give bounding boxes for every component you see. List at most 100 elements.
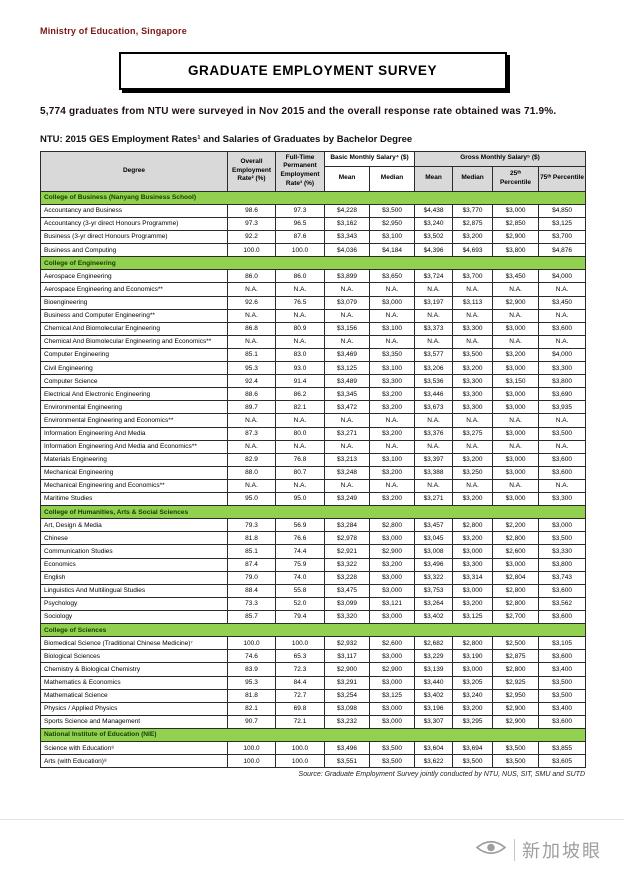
degree-cell: Economics bbox=[40, 557, 228, 572]
value-cell: $3,551 bbox=[324, 754, 370, 769]
value-cell: $4,000 bbox=[538, 347, 587, 363]
degree-cell: Business (3-yr direct Honours Programme) bbox=[40, 229, 228, 245]
value-cell: $4,438 bbox=[414, 203, 454, 218]
value-cell: $3,125 bbox=[538, 216, 587, 231]
col-header-25th-percentile: 25ᵗʰ Percentile bbox=[492, 165, 540, 192]
value-cell: $2,900 bbox=[492, 701, 540, 716]
value-cell: N.A. bbox=[452, 334, 494, 349]
table-row: Mechanical Engineering and Economics** N.… bbox=[40, 478, 587, 493]
value-cell: $2,800 bbox=[368, 518, 416, 533]
value-cell: 84.4 bbox=[275, 675, 325, 690]
degree-cell: Aerospace Engineering bbox=[40, 269, 228, 284]
degree-cell: Accountancy (3-yr direct Honours Program… bbox=[40, 216, 228, 231]
value-cell: N.A. bbox=[227, 334, 276, 349]
section-header-row: College of Engineering bbox=[39, 256, 587, 271]
value-cell: $3,322 bbox=[414, 570, 454, 585]
value-cell: $3,000 bbox=[368, 570, 416, 585]
value-cell: $3,300 bbox=[452, 321, 494, 336]
value-cell: 92.6 bbox=[227, 295, 276, 310]
value-cell: N.A. bbox=[452, 439, 494, 454]
value-cell: $2,925 bbox=[492, 675, 540, 690]
value-cell: 100.0 bbox=[227, 636, 276, 651]
survey-title: GRADUATE EMPLOYMENT SURVEY bbox=[187, 63, 438, 78]
table-row: Civil Engineering 95.3 93.0 $3,125 $3,100 $3,… bbox=[40, 361, 587, 376]
value-cell: N.A. bbox=[324, 308, 370, 323]
value-cell: $3,000 bbox=[492, 203, 540, 218]
value-cell: 56.9 bbox=[275, 518, 325, 533]
degree-cell: Linguistics And Multilingual Studies bbox=[40, 583, 228, 598]
value-cell: N.A. bbox=[538, 308, 587, 323]
value-cell: $3,000 bbox=[452, 544, 494, 559]
value-cell: $3,190 bbox=[452, 649, 494, 664]
value-cell: $3,500 bbox=[492, 741, 540, 756]
intro-paragraph: 5,774 graduates from NTU were surveyed i… bbox=[40, 106, 557, 117]
value-cell: 76.5 bbox=[275, 295, 325, 310]
value-cell: $3,284 bbox=[324, 518, 370, 533]
value-cell: N.A. bbox=[452, 478, 494, 493]
value-cell: $3,000 bbox=[368, 609, 416, 625]
value-cell: $3,600 bbox=[538, 321, 587, 336]
value-cell: $3,150 bbox=[492, 374, 540, 389]
degree-cell: Sports Science and Management bbox=[40, 714, 228, 729]
value-cell: N.A. bbox=[414, 334, 454, 349]
value-cell: $3,345 bbox=[324, 387, 370, 402]
value-cell: $3,000 bbox=[492, 387, 540, 402]
value-cell: $3,500 bbox=[452, 754, 494, 769]
value-cell: $2,978 bbox=[324, 531, 370, 546]
value-cell: 88.0 bbox=[227, 465, 276, 480]
table-row: Art, Design & Media 79.3 56.9 $3,284 $2,800 $… bbox=[40, 518, 587, 533]
value-cell: $4,000 bbox=[538, 269, 587, 284]
value-cell: $3,350 bbox=[368, 347, 416, 363]
value-cell: $3,100 bbox=[368, 321, 416, 336]
value-cell: $3,577 bbox=[414, 347, 454, 363]
degree-cell: Accountancy and Business bbox=[40, 203, 228, 218]
value-cell: $3,650 bbox=[368, 269, 416, 284]
value-cell: $2,800 bbox=[492, 583, 540, 598]
value-cell: N.A. bbox=[275, 334, 325, 349]
table-row: Accountancy (3-yr direct Honours Program… bbox=[40, 216, 587, 231]
value-cell: N.A. bbox=[414, 478, 454, 493]
table-row: Mathematics & Economics 95.3 84.4 $3,291 $3,… bbox=[40, 675, 587, 690]
degree-cell: Information Engineering And Media and Ec… bbox=[40, 439, 228, 454]
value-cell: $3,113 bbox=[452, 295, 494, 310]
value-cell: N.A. bbox=[275, 282, 325, 297]
value-cell: 97.3 bbox=[275, 203, 325, 218]
value-cell: N.A. bbox=[492, 308, 540, 323]
section-header-row: College of Humanities, Arts & Social Sci… bbox=[39, 505, 587, 520]
value-cell: $3,200 bbox=[492, 347, 540, 363]
value-cell: $3,000 bbox=[492, 465, 540, 480]
table-row: Environmental Engineering and Economics*… bbox=[40, 413, 587, 428]
value-cell: 74.4 bbox=[275, 544, 325, 559]
value-cell: $4,876 bbox=[538, 243, 587, 258]
value-cell: $2,850 bbox=[492, 216, 540, 231]
value-cell: 86.0 bbox=[275, 269, 325, 284]
value-cell: 90.7 bbox=[227, 714, 276, 729]
value-cell: N.A. bbox=[414, 439, 454, 454]
table-row: English 79.0 74.0 $3,228 $3,000 $3,322 $3,314 $… bbox=[40, 570, 587, 585]
value-cell: $3,600 bbox=[538, 714, 587, 729]
value-cell: $3,000 bbox=[452, 662, 494, 677]
value-cell: $3,402 bbox=[414, 609, 454, 625]
value-cell: $3,162 bbox=[324, 216, 370, 231]
value-cell: $3,000 bbox=[368, 649, 416, 664]
value-cell: 82.1 bbox=[275, 400, 325, 415]
value-cell: $3,200 bbox=[368, 400, 416, 415]
table-row: Chemistry & Biological Chemistry 83.9 72.3… bbox=[40, 662, 587, 677]
value-cell: $3,500 bbox=[538, 426, 587, 441]
degree-cell: Mathematics & Economics bbox=[40, 675, 228, 690]
value-cell: 65.3 bbox=[275, 649, 325, 664]
degree-cell: Chinese bbox=[40, 531, 228, 546]
value-cell: $3,502 bbox=[414, 229, 454, 245]
value-cell: 91.4 bbox=[275, 374, 325, 389]
value-cell: 83.0 bbox=[275, 347, 325, 363]
section-name: College of Sciences bbox=[39, 623, 587, 638]
value-cell: $3,139 bbox=[414, 662, 454, 677]
value-cell: $3,475 bbox=[324, 583, 370, 598]
value-cell: $3,125 bbox=[368, 688, 416, 703]
table-row: Arts (with Education)⁸ 100.0 100.0 $3,551 $3… bbox=[40, 754, 587, 769]
value-cell: N.A. bbox=[324, 478, 370, 493]
value-cell: $3,500 bbox=[538, 531, 587, 546]
table-row: Information Engineering And Media and Ec… bbox=[40, 439, 587, 454]
col-header-fulltime-rate: Full-Time Permanent Employment Rate³ (%) bbox=[275, 150, 325, 192]
header-row-groups: Degree Overall Employment Rate² (%) Full… bbox=[40, 150, 587, 192]
